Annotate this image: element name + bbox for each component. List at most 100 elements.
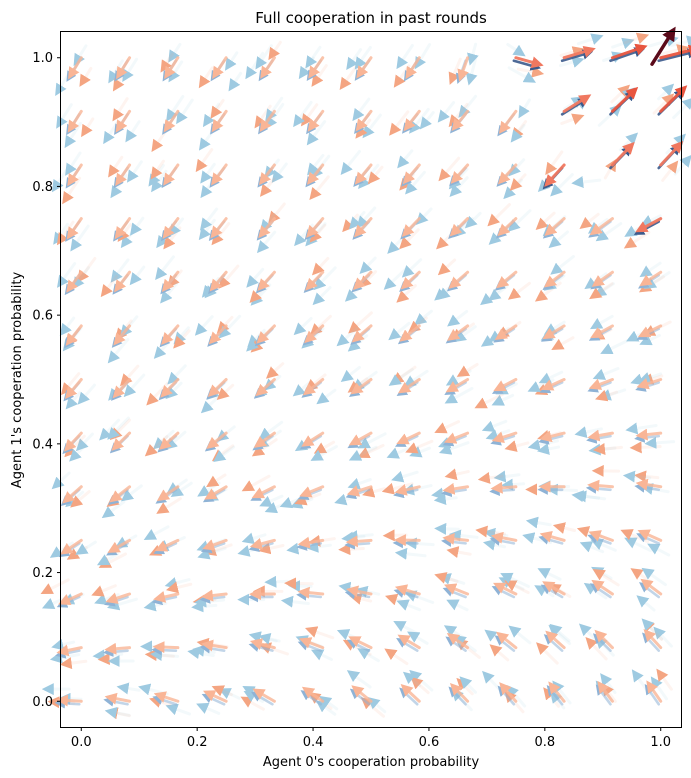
background-arrow — [69, 443, 88, 462]
red-arrow — [397, 634, 421, 650]
background-arrow — [347, 477, 372, 490]
background-arrow — [415, 207, 433, 225]
background-arrow — [259, 494, 284, 507]
background-arrow — [150, 649, 180, 662]
background-arrow — [218, 264, 240, 289]
red-arrow — [202, 538, 228, 551]
background-arrow — [536, 642, 559, 665]
red-arrow — [493, 378, 518, 392]
background-arrow — [444, 386, 474, 404]
background-arrow — [504, 580, 530, 595]
background-arrow — [340, 149, 361, 175]
background-arrow — [475, 525, 507, 538]
red-arrow — [443, 583, 470, 596]
red-arrow — [251, 485, 276, 499]
background-arrow — [559, 46, 585, 58]
red-arrow — [448, 270, 470, 289]
red-arrow — [258, 163, 276, 186]
background-arrow — [388, 368, 414, 386]
red-arrow — [444, 431, 470, 444]
red-arrow — [249, 537, 276, 550]
background-arrow — [197, 546, 227, 560]
red-arrow — [66, 217, 83, 240]
background-arrow — [173, 329, 191, 349]
background-arrow — [447, 309, 469, 327]
background-arrow — [160, 52, 174, 73]
background-arrow — [629, 441, 662, 454]
red-arrow — [161, 324, 180, 345]
red-arrow — [610, 86, 639, 113]
red-arrow — [639, 270, 663, 287]
background-arrow — [507, 209, 532, 232]
background-arrow — [382, 529, 408, 542]
background-arrow — [414, 309, 433, 326]
red-arrow — [304, 324, 325, 344]
background-arrow — [348, 311, 373, 334]
background-arrow — [79, 66, 93, 87]
red-arrow — [591, 579, 614, 596]
red-arrow — [394, 584, 421, 596]
red-arrow — [104, 642, 132, 655]
arrow-field — [40, 26, 691, 720]
background-arrow — [60, 372, 81, 396]
background-arrow — [653, 626, 673, 648]
background-arrow — [516, 65, 545, 78]
background-arrow — [434, 522, 460, 535]
background-arrow — [310, 649, 333, 661]
y-tick-label: 0.6 — [32, 309, 53, 324]
background-arrow — [73, 44, 88, 67]
background-arrow — [571, 176, 602, 188]
background-arrow — [419, 111, 435, 130]
red-arrow — [497, 163, 518, 185]
background-arrow — [625, 422, 658, 435]
red-arrow — [351, 324, 373, 343]
background-arrow — [62, 176, 82, 205]
red-arrow — [499, 682, 518, 703]
background-arrow — [444, 468, 470, 481]
background-arrow — [315, 700, 337, 716]
red-arrow — [156, 485, 180, 502]
background-arrow — [592, 568, 620, 587]
red-arrow — [643, 628, 663, 650]
background-arrow — [585, 637, 608, 661]
red-arrow — [457, 56, 470, 82]
background-arrow — [241, 532, 267, 545]
x-axis: 0.0 0.2 0.4 0.6 0.8 1.0 — [71, 727, 671, 750]
red-arrow — [109, 485, 132, 503]
red-arrow — [348, 431, 373, 446]
red-arrow — [114, 217, 132, 240]
y-axis: 0.0 0.2 0.4 0.6 0.8 1.0 — [32, 51, 61, 710]
background-arrow — [195, 148, 214, 173]
red-arrow — [115, 163, 132, 186]
red-arrow — [209, 270, 228, 292]
background-arrow — [357, 443, 385, 458]
background-arrow — [306, 540, 332, 553]
background-arrow — [265, 362, 285, 379]
red-arrow — [252, 688, 276, 703]
background-arrow — [316, 388, 337, 405]
red-arrow — [58, 592, 83, 605]
red-arrow — [162, 217, 180, 239]
background-arrow — [405, 439, 434, 454]
background-arrow — [480, 284, 506, 306]
background-arrow — [482, 538, 507, 551]
background-arrow — [537, 568, 562, 581]
red-arrow — [211, 109, 228, 133]
background-arrow — [362, 113, 382, 139]
background-arrow — [268, 202, 286, 224]
background-arrow — [309, 314, 332, 336]
background-arrow — [64, 121, 82, 149]
red-arrow — [253, 431, 276, 448]
red-arrow — [446, 633, 470, 650]
background-arrow — [590, 538, 617, 552]
background-arrow — [194, 315, 214, 336]
background-arrow — [401, 258, 423, 278]
background-arrow — [104, 706, 131, 719]
red-arrow — [255, 378, 276, 397]
red-arrow — [164, 56, 180, 80]
background-arrow — [110, 258, 130, 283]
background-arrow — [96, 552, 119, 566]
background-arrow — [434, 420, 461, 434]
red-arrow — [163, 109, 180, 133]
background-arrow — [77, 256, 97, 283]
